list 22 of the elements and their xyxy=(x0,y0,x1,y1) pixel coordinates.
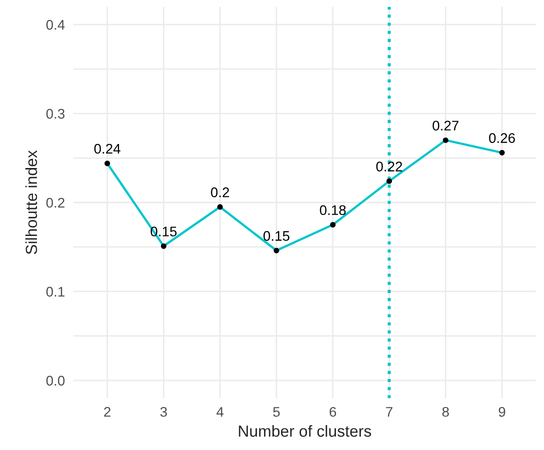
x-tick-label: 3 xyxy=(160,406,167,417)
data-label: 0.27 xyxy=(432,120,458,131)
data-label: 0.24 xyxy=(94,144,120,154)
y-tick-label: 0.1 xyxy=(46,286,64,297)
data-label: 0.22 xyxy=(376,162,402,172)
x-tick-label: 9 xyxy=(498,406,506,417)
x-tick-label: 4 xyxy=(216,407,224,417)
y-tick-label: 0.0 xyxy=(46,376,65,386)
data-label: 0.26 xyxy=(489,133,515,143)
x-tick-label: 7 xyxy=(386,407,392,417)
y-tick-label: 0.3 xyxy=(46,108,64,119)
x-tick-label: 6 xyxy=(330,406,336,417)
y-tick-label: 0.4 xyxy=(46,20,65,30)
y-axis-title: Silhoutte index xyxy=(25,150,38,254)
data-label: 0.15 xyxy=(263,231,290,241)
x-tick-label: 5 xyxy=(273,407,280,417)
x-tick-label: 2 xyxy=(104,406,110,417)
y-tick-label: 0.2 xyxy=(46,198,64,208)
x-tick-label: 8 xyxy=(442,406,449,417)
data-label: 0.2 xyxy=(210,187,230,198)
data-label: 0.18 xyxy=(320,205,346,216)
x-axis-title: Number of clusters xyxy=(238,425,372,437)
